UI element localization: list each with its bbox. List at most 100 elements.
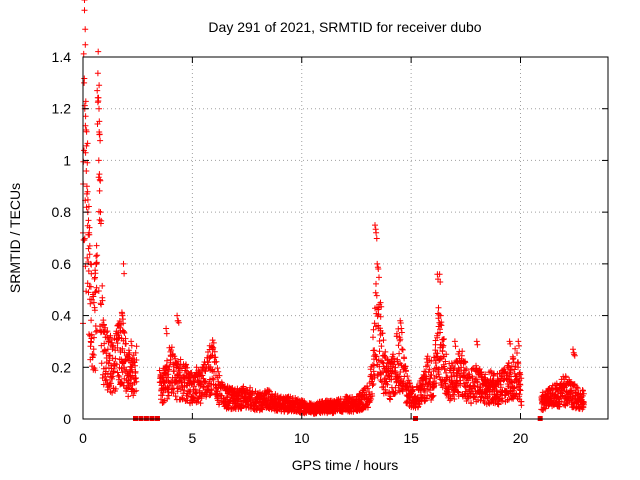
- data-point: [371, 320, 378, 327]
- data-point-spike: [163, 330, 170, 337]
- data-point: [402, 368, 409, 375]
- data-point: [103, 329, 110, 336]
- data-point: [110, 342, 117, 349]
- data-point: [85, 203, 92, 210]
- data-point: [560, 387, 567, 394]
- data-point: [209, 337, 216, 344]
- data-point-spike: [571, 352, 578, 359]
- plot-frame: [82, 56, 609, 420]
- data-point: [346, 395, 353, 402]
- data-point-spike: [473, 338, 480, 345]
- data-point: [94, 327, 100, 334]
- data-point: [463, 398, 470, 404]
- data-point: [90, 352, 97, 358]
- data-point: [397, 336, 404, 343]
- data-point: [385, 390, 391, 397]
- y-tick-label: 0.6: [52, 256, 72, 272]
- data-point: [383, 378, 390, 385]
- y-tick-label: 1.4: [52, 49, 72, 65]
- data-point-spike: [374, 260, 381, 267]
- y-axis-label: SRMTID / TECUs: [7, 183, 23, 293]
- chart-title: Day 291 of 2021, SRMTID for receiver dub…: [208, 19, 481, 35]
- data-point-spike: [378, 303, 385, 310]
- data-point-spike: [516, 342, 522, 349]
- data-point: [93, 284, 100, 291]
- data-point: [494, 400, 501, 407]
- grid-lines: [83, 57, 608, 419]
- data-point: [112, 355, 119, 362]
- data-point-spike: [90, 299, 97, 306]
- data-point: [116, 318, 123, 324]
- data-point-spike: [376, 274, 382, 281]
- data-point-spike: [98, 217, 105, 224]
- x-tick-label: 5: [188, 430, 196, 446]
- data-point: [157, 371, 164, 378]
- data-point: [95, 48, 102, 55]
- data-point: [369, 390, 375, 397]
- data-point: [432, 360, 439, 366]
- data-point: [99, 294, 106, 301]
- data-point: [373, 280, 379, 287]
- data-point: [392, 389, 399, 396]
- data-point: [403, 398, 410, 405]
- data-point: [370, 381, 377, 387]
- data-point: [368, 396, 375, 402]
- data-point: [118, 379, 125, 386]
- data-point: [101, 347, 108, 353]
- data-point: [435, 366, 442, 373]
- x-tick-label: 15: [403, 430, 419, 446]
- data-point: [133, 387, 140, 394]
- data-point: [194, 398, 201, 405]
- data-point: [468, 400, 475, 407]
- data-point-spike: [438, 319, 445, 326]
- data-point: [133, 357, 140, 363]
- data-point: [209, 375, 216, 382]
- data-point: [104, 328, 111, 335]
- data-point: [102, 324, 109, 331]
- data-point: [129, 366, 135, 373]
- data-point: [437, 329, 443, 336]
- data-point: [123, 366, 130, 373]
- data-point: [208, 387, 215, 394]
- data-point: [107, 380, 114, 387]
- data-point: [433, 380, 440, 387]
- data-point: [114, 340, 121, 347]
- data-point: [84, 280, 91, 287]
- data-point: [284, 394, 291, 401]
- data-point: [428, 397, 435, 403]
- data-point: [94, 70, 101, 77]
- data-point: [84, 196, 91, 203]
- data-point: [472, 387, 479, 394]
- data-point: [202, 368, 209, 375]
- data-point: [199, 390, 206, 397]
- data-point: [399, 346, 406, 353]
- data-point: [404, 373, 411, 380]
- data-point: [426, 366, 433, 373]
- data-point-spike: [96, 131, 103, 138]
- data-point: [377, 313, 384, 320]
- data-point: [435, 371, 442, 378]
- data-point: [380, 337, 387, 344]
- data-point: [497, 381, 504, 388]
- data-point: [458, 364, 465, 371]
- data-point: [91, 334, 97, 341]
- data-point: [216, 399, 223, 406]
- data-point: [207, 386, 214, 393]
- data-point: [133, 343, 140, 350]
- data-point: [82, 98, 89, 105]
- data-point: [247, 384, 254, 391]
- x-tick-label: 20: [513, 430, 529, 446]
- data-point: [213, 358, 220, 365]
- data-point: [511, 366, 518, 373]
- data-point: [132, 375, 139, 382]
- data-point: [517, 371, 524, 378]
- data-point-spike: [86, 242, 93, 249]
- data-point: [265, 387, 272, 394]
- data-point: [406, 380, 413, 386]
- data-point: [432, 347, 439, 354]
- y-tick-label: 0.4: [52, 308, 72, 324]
- data-point: [384, 381, 391, 388]
- data-point-spike: [93, 259, 100, 266]
- data-point: [378, 343, 385, 350]
- data-point: [501, 366, 508, 372]
